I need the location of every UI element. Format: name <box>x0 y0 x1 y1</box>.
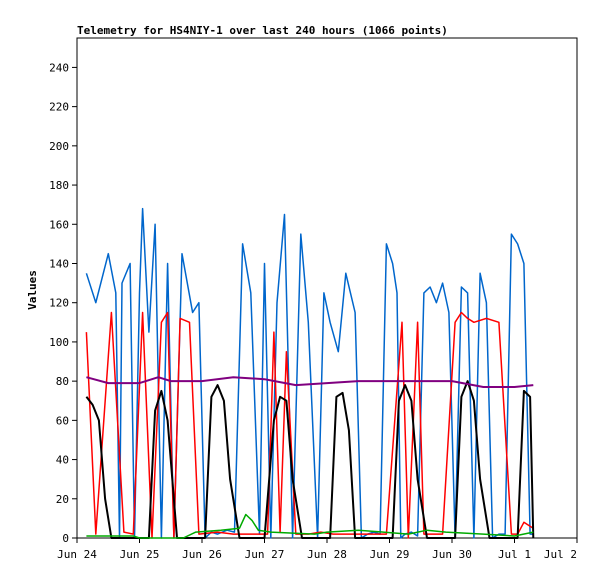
series-layer <box>85 207 535 539</box>
x-tick-label: Jun 25 <box>120 548 160 561</box>
y-tick-label: 80 <box>56 375 69 388</box>
y-tick-label: 160 <box>49 218 69 231</box>
x-tick-label: Jun 28 <box>307 548 347 561</box>
series-line-1 <box>85 311 534 539</box>
y-tick-label: 40 <box>56 454 69 467</box>
y-tick-label: 20 <box>56 493 69 506</box>
series-line-3 <box>86 376 534 388</box>
x-tick-label: Jun 26 <box>182 548 222 561</box>
x-tick-label: Jun 27 <box>245 548 285 561</box>
x-tick-label: Jun 24 <box>57 548 97 561</box>
x-tick-label: Jul 1 <box>498 548 531 561</box>
series-line-2 <box>85 380 535 539</box>
series-line-0 <box>85 207 534 539</box>
chart-title: Telemetry for HS4NIY-1 over last 240 hou… <box>77 24 448 37</box>
x-tick-label: Jun 29 <box>370 548 410 561</box>
y-axis: 0 20 40 60 80 100 120 140 160 180 200 220 240 <box>49 61 77 545</box>
y-tick-label: 200 <box>49 140 69 153</box>
y-tick-label: 120 <box>49 297 69 310</box>
y-tick-label: 240 <box>49 61 69 74</box>
y-tick-label: 0 <box>62 532 69 545</box>
x-tick-label: Jul 2 <box>544 548 577 561</box>
x-axis: Jun 24 Jun 25 Jun 26 Jun 27 Jun 28 Jun 29 Jun … <box>57 538 578 561</box>
y-tick-label: 140 <box>49 257 69 270</box>
series-line-4 <box>86 513 534 539</box>
y-tick-label: 220 <box>49 101 69 114</box>
y-tick-label: 180 <box>49 179 69 192</box>
y-axis-label: Values <box>26 270 39 310</box>
x-tick-label: Jun 30 <box>432 548 472 561</box>
y-tick-label: 60 <box>56 414 69 427</box>
y-tick-label: 100 <box>49 336 69 349</box>
